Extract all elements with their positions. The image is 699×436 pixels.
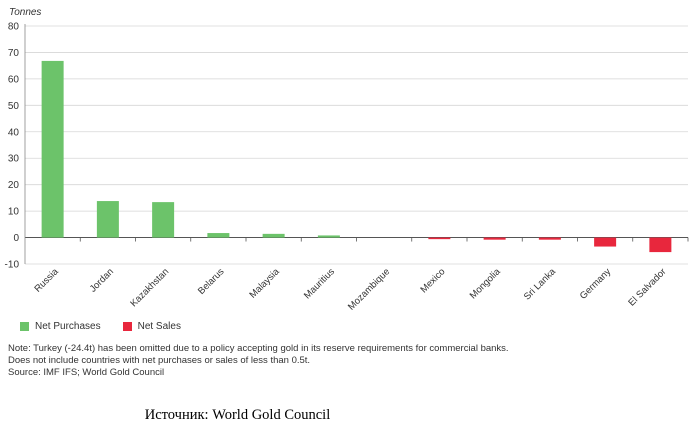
x-tick-label: Mexico	[418, 266, 447, 295]
y-tick-labels: -10 0 10 20 30 40 50 60 70 80	[5, 22, 20, 271]
y-tick-label: 80	[8, 22, 20, 33]
y-tick-label: -10	[5, 260, 20, 271]
note-line-2: Does not include countries with net purc…	[8, 355, 311, 366]
bar-mauritius	[317, 235, 340, 238]
x-tick-label: Mozambique	[346, 266, 392, 312]
x-tick-labels: Russia Jordan Kazakhstan Belarus Malaysia Mau…	[32, 266, 668, 313]
y-tick-label: 20	[8, 180, 20, 191]
note-line-1: Note: Turkey (-24.4t) has been omitted d…	[8, 343, 509, 354]
legend-item-purchases: Net Purchases	[20, 321, 101, 332]
y-tick-label: 40	[8, 127, 20, 138]
x-tick-label: Mongolia	[468, 266, 504, 302]
x-tick-label: Mauritius	[302, 266, 337, 301]
legend-label-sales: Net Sales	[137, 321, 181, 332]
bar-malaysia	[262, 233, 285, 238]
y-tick-label: 50	[8, 101, 20, 112]
y-tick-label: 10	[8, 207, 20, 218]
chart-notes: Note: Turkey (-24.4t) has been omitted d…	[8, 343, 608, 377]
legend-item-sales: Net Sales	[122, 321, 181, 332]
bar-germany	[594, 237, 617, 247]
y-tick-label: 60	[8, 74, 20, 85]
bar-belarus	[207, 233, 230, 238]
bar-mongolia	[483, 237, 506, 240]
x-tick-label: Russia	[32, 266, 61, 295]
legend-swatch-purchases	[20, 322, 29, 331]
source-line: Source: IMF IFS; World Gold Council	[8, 367, 165, 377]
y-tick-label: 70	[8, 48, 20, 59]
x-tick-label: Jordan	[88, 266, 116, 294]
x-tick-label: Kazakhstan	[128, 266, 171, 309]
x-tick-label: Germany	[578, 266, 614, 302]
x-tick-label: Malaysia	[247, 266, 282, 301]
legend-label-purchases: Net Purchases	[35, 321, 101, 332]
x-tick-label: Belarus	[196, 266, 227, 297]
caption: Источник: World Gold Council	[144, 407, 331, 423]
x-tick-label: El Salvador	[626, 266, 668, 308]
bar-kazakhstan	[152, 202, 175, 238]
bar-mexico	[428, 237, 451, 240]
bar-sri-lanka	[538, 237, 561, 240]
y-tick-label: 0	[13, 233, 19, 244]
x-tick-label: Sri Lanka	[522, 266, 559, 303]
gridlines	[24, 24, 689, 265]
y-axis-label: Tonnes	[9, 7, 41, 18]
bar-russia	[41, 60, 64, 238]
legend-swatch-sales	[122, 322, 132, 331]
y-tick-label: 30	[8, 154, 20, 165]
bar-chart: Tonnes -10 0 10 20 30 40 50 60 70 80 Russia Jordan…	[5, 7, 689, 313]
legend: Net Purchases Net Sales	[20, 321, 181, 332]
bar-jordan	[96, 201, 119, 238]
bar-el-salvador	[649, 237, 672, 253]
bars	[41, 60, 672, 253]
